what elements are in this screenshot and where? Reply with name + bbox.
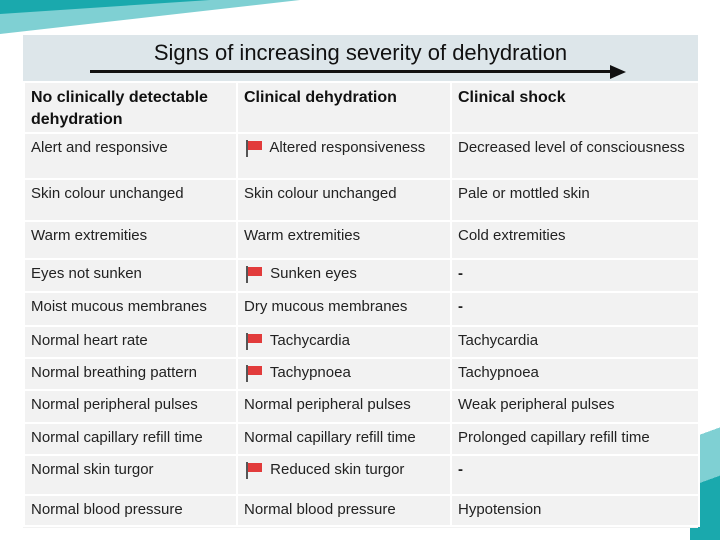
- table-cell-c1: Moist mucous membranes: [23, 291, 238, 327]
- cell-text: Altered responsiveness: [269, 139, 426, 156]
- table-cell-c3: -: [450, 291, 700, 327]
- cell-text: Reduced skin turgor: [270, 461, 405, 478]
- cell-text: Dry mucous membranes: [244, 298, 408, 315]
- table-cell-c1: Skin colour unchanged: [23, 178, 238, 222]
- table-cell-c2: Altered responsiveness: [236, 132, 452, 180]
- table-cell-c3: -: [450, 454, 700, 496]
- cell-text: Tachypnoea: [458, 364, 539, 381]
- cell-text: Normal breathing pattern: [31, 364, 197, 381]
- table-row: Alert and responsive Altered responsiven…: [23, 132, 700, 180]
- table-row: Eyes not sunken Sunken eyes -: [23, 258, 700, 293]
- table-cell-c1: Normal skin turgor: [23, 454, 238, 496]
- table-cell-c2: Sunken eyes: [236, 258, 452, 293]
- cell-text: Skin colour unchanged: [244, 185, 397, 202]
- red-flag-icon: [246, 333, 262, 351]
- dehydration-table: No clinically detectable dehydration Cli…: [23, 81, 700, 527]
- cell-text: Moist mucous membranes: [31, 298, 207, 315]
- table-cell-c2: Skin colour unchanged: [236, 178, 452, 222]
- table-row: Normal blood pressure Normal blood pressu…: [23, 494, 700, 527]
- cell-text: Normal peripheral pulses: [244, 396, 411, 413]
- table-header-row: No clinically detectable dehydration Cli…: [23, 81, 700, 134]
- table-cell-c2: Tachypnoea: [236, 357, 452, 391]
- cell-text: -: [458, 461, 463, 478]
- table-cell-c3: Tachycardia: [450, 325, 700, 359]
- cell-text: Normal blood pressure: [244, 501, 396, 518]
- cell-text: Decreased level of consciousness: [458, 139, 685, 156]
- cell-text: Tachycardia: [458, 332, 539, 349]
- table-row: Normal breathing pattern Tachypnoea Tachy…: [23, 357, 700, 391]
- cell-text: Warm extremities: [244, 227, 361, 244]
- table-cell-c2: Dry mucous membranes: [236, 291, 452, 327]
- cell-text: -: [458, 298, 463, 315]
- cell-text: Normal blood pressure: [31, 501, 183, 518]
- cell-text: Normal capillary refill time: [31, 429, 203, 446]
- cell-text: Cold extremities: [458, 227, 566, 244]
- table-cell-c3: Pale or mottled skin: [450, 178, 700, 222]
- cell-text: Sunken eyes: [270, 265, 357, 282]
- table-cell-c2: Normal blood pressure: [236, 494, 452, 527]
- table-cell-c1: Normal capillary refill time: [23, 422, 238, 456]
- cell-text: Alert and responsive: [31, 139, 168, 156]
- table-row: Normal capillary refill time Normal capil…: [23, 422, 700, 456]
- cell-text: Normal capillary refill time: [244, 429, 416, 446]
- column-header-clinical-dehydration: Clinical dehydration: [236, 81, 452, 134]
- table-cell-c3: Prolonged capillary refill time: [450, 422, 700, 456]
- table-row: Normal peripheral pulses Normal periphera…: [23, 389, 700, 424]
- cell-text: Weak peripheral pulses: [458, 396, 615, 413]
- table-cell-c2: Reduced skin turgor: [236, 454, 452, 496]
- cell-text: Normal peripheral pulses: [31, 396, 198, 413]
- title-band: [23, 35, 698, 81]
- table-cell-c3: -: [450, 258, 700, 293]
- cell-text: Normal heart rate: [31, 332, 148, 349]
- red-flag-icon: [246, 266, 262, 284]
- table-cell-c1: Eyes not sunken: [23, 258, 238, 293]
- table-cell-c1: Normal breathing pattern: [23, 357, 238, 391]
- table-cell-c3: Decreased level of consciousness: [450, 132, 700, 180]
- table-row: Skin colour unchanged Skin colour unchang…: [23, 178, 700, 222]
- table-row: Normal heart rate Tachycardia Tachycardia: [23, 325, 700, 359]
- slide-title: Signs of increasing severity of dehydrat…: [153, 40, 568, 65]
- cell-text: Tachycardia: [269, 332, 350, 349]
- cell-text: Warm extremities: [31, 227, 148, 244]
- red-flag-icon: [246, 140, 262, 158]
- table-cell-c1: Normal blood pressure: [23, 494, 238, 527]
- cell-text: Skin colour unchanged: [31, 185, 184, 202]
- cell-text: Normal skin turgor: [31, 461, 154, 478]
- table-cell-c1: Warm extremities: [23, 220, 238, 260]
- severity-arrow-line: [90, 70, 612, 73]
- table-row: Moist mucous membranes Dry mucous membran…: [23, 291, 700, 327]
- table-cell-c1: Alert and responsive: [23, 132, 238, 180]
- table-cell-c3: Tachypnoea: [450, 357, 700, 391]
- table-cell-c1: Normal heart rate: [23, 325, 238, 359]
- column-header-clinical-shock: Clinical shock: [450, 81, 700, 134]
- table-cell-c3: Hypotension: [450, 494, 700, 527]
- decorative-corner-top-left-dark: [0, 0, 210, 14]
- table-cell-c3: Weak peripheral pulses: [450, 389, 700, 424]
- table-row: Normal skin turgor Reduced skin turgor -: [23, 454, 700, 496]
- table-cell-c3: Cold extremities: [450, 220, 700, 260]
- table-cell-c2: Warm extremities: [236, 220, 452, 260]
- table-cell-c2: Normal capillary refill time: [236, 422, 452, 456]
- cell-text: Hypotension: [458, 501, 542, 518]
- cell-text: Eyes not sunken: [31, 265, 142, 282]
- column-header-no-dehydration: No clinically detectable dehydration: [23, 81, 238, 134]
- table-cell-c1: Normal peripheral pulses: [23, 389, 238, 424]
- table-cell-c2: Tachycardia: [236, 325, 452, 359]
- table-row: Warm extremities Warm extremities Cold ext…: [23, 220, 700, 260]
- cell-text: Tachypnoea: [269, 364, 351, 381]
- cell-text: Pale or mottled skin: [458, 185, 590, 202]
- severity-arrow-head-icon: [610, 65, 626, 79]
- cell-text: Prolonged capillary refill time: [458, 429, 650, 446]
- table-body: Alert and responsive Altered responsiven…: [23, 132, 700, 527]
- table-cell-c2: Normal peripheral pulses: [236, 389, 452, 424]
- red-flag-icon: [246, 462, 262, 480]
- cell-text: -: [458, 265, 463, 282]
- red-flag-icon: [246, 365, 262, 383]
